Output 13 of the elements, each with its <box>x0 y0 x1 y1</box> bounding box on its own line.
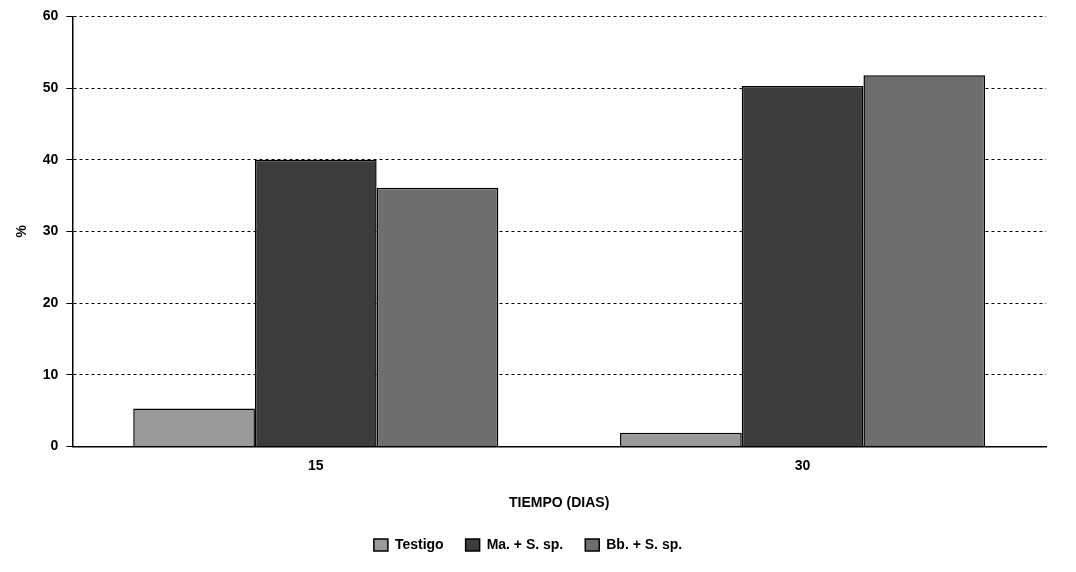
y-tick-label: 0 <box>50 437 59 454</box>
y-tick-label: 50 <box>42 78 59 95</box>
y-axis-title: % <box>13 224 30 238</box>
legend-label: Bb. + S. sp. <box>606 535 683 552</box>
x-axis-title: TIEMPO (DIAS) <box>509 494 610 511</box>
legend-label: Ma. + S. sp. <box>486 535 564 552</box>
legend-label: Testigo <box>394 535 444 552</box>
x-tick-label: 15 <box>307 456 324 473</box>
y-tick-label: 40 <box>42 150 59 167</box>
y-tick-label: 20 <box>42 293 59 310</box>
y-tick-label: 60 <box>42 7 59 24</box>
y-tick-label: 10 <box>42 365 59 382</box>
y-tick-label: 30 <box>42 222 59 239</box>
